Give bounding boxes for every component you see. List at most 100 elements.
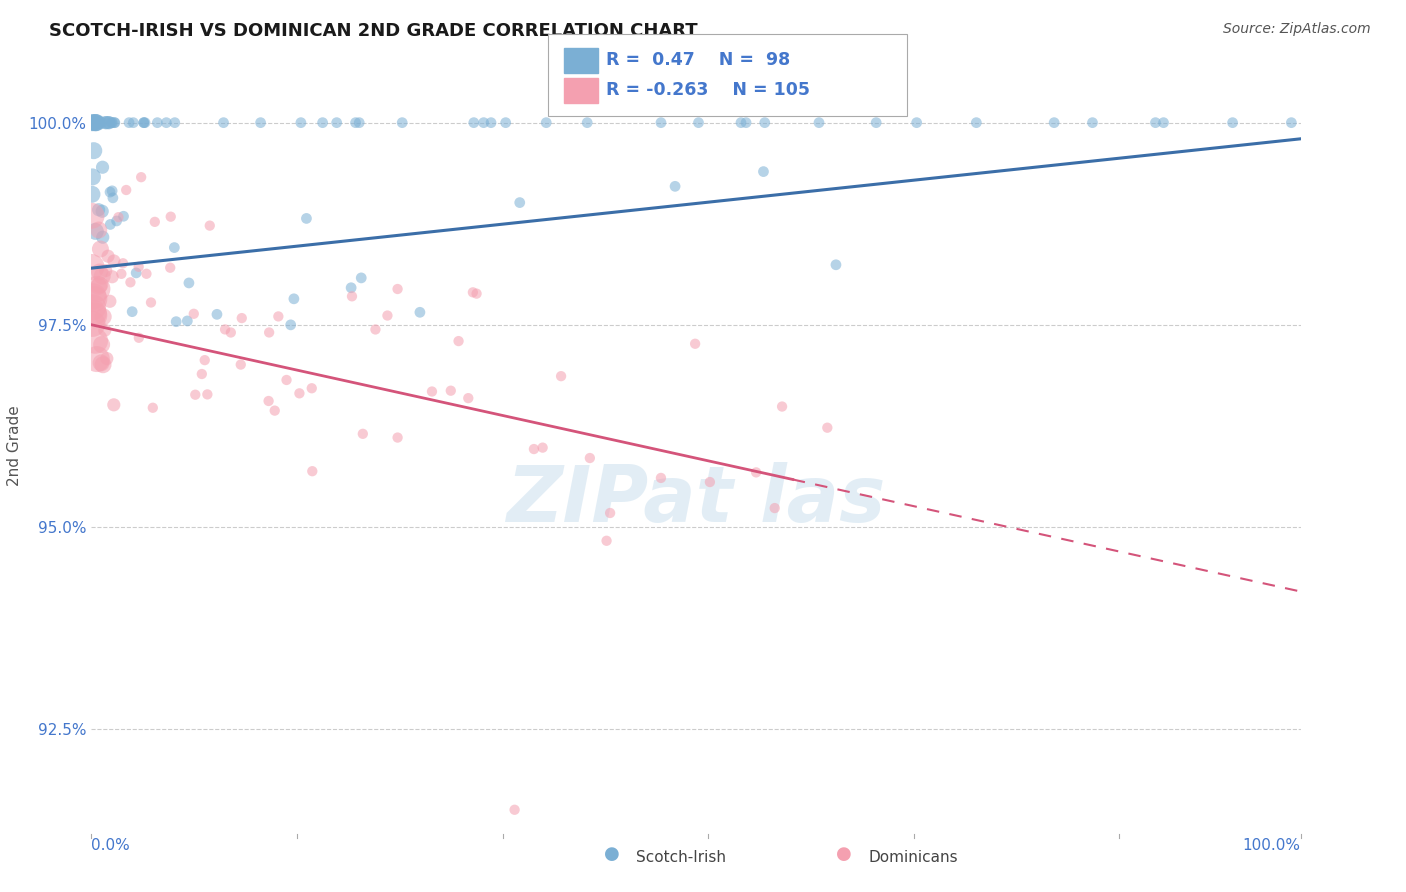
Point [219,326,242,340]
Point [83,309,105,323]
Point [295,211,318,226]
Point [214,322,236,336]
Point [177,276,200,290]
Point [103,398,125,412]
Point [121,304,143,318]
Text: R =  0.47    N =  98: R = 0.47 N = 98 [606,51,790,69]
Point [280,318,302,332]
Point [463,115,485,129]
Point [89,242,111,256]
Text: Dominicans: Dominicans [869,850,959,865]
Point [101,115,124,129]
Point [509,195,531,210]
Text: 0.0%: 0.0% [91,838,131,853]
Point [352,426,374,441]
Point [763,501,786,516]
Point [129,170,152,185]
Point [82,289,104,303]
Point [112,209,135,223]
Text: Scotch-Irish: Scotch-Irish [636,850,725,865]
Point [276,373,298,387]
Point [409,305,432,319]
Point [523,442,546,456]
Point [104,115,127,129]
Point [134,115,156,129]
Point [595,533,617,548]
Point [688,115,710,129]
Text: ZIPat las: ZIPat las [506,462,886,539]
Point [105,214,128,228]
Point [97,249,120,263]
Point [159,210,181,224]
Point [457,391,479,405]
Point [191,367,214,381]
Point [472,115,495,129]
Point [290,115,312,129]
Point [599,506,621,520]
Point [165,315,187,329]
Point [1222,115,1244,129]
Point [83,144,105,158]
Point [683,336,706,351]
Point [128,260,150,274]
Point [288,386,311,401]
Point [82,300,104,314]
Point [89,265,111,279]
Point [101,184,124,198]
Point [83,292,105,306]
Point [84,224,107,238]
Point [80,115,103,129]
Point [752,164,775,178]
Point [146,115,169,129]
Point [115,183,138,197]
Point [84,115,107,129]
Point [1279,115,1302,129]
Point [267,310,290,324]
Text: 100.0%: 100.0% [1243,838,1301,853]
Point [101,269,124,284]
Text: ●: ● [603,846,620,863]
Point [98,294,121,309]
Point [579,450,602,465]
Point [650,471,672,485]
Point [531,441,554,455]
Point [865,115,887,129]
Point [80,209,103,223]
Point [120,276,142,290]
Point [249,115,271,129]
Point [745,466,768,480]
Point [118,115,141,129]
Text: Source: ZipAtlas.com: Source: ZipAtlas.com [1223,22,1371,37]
Point [84,115,107,129]
Point [461,285,484,300]
Point [94,115,117,129]
Point [103,254,125,268]
Point [163,115,186,129]
Point [135,267,157,281]
Point [770,400,793,414]
Point [89,277,111,292]
Point [550,369,572,384]
Point [82,317,104,331]
Point [94,263,117,277]
Point [965,115,987,129]
Point [139,295,162,310]
Point [83,306,105,320]
Text: ●: ● [835,846,852,863]
Point [86,352,108,367]
Point [340,281,363,295]
Point [699,475,721,489]
Point [301,381,323,395]
Point [90,337,112,351]
Point [98,185,121,199]
Point [87,279,110,293]
Point [89,115,111,129]
Point [142,401,165,415]
Point [257,394,280,409]
Text: SCOTCH-IRISH VS DOMINICAN 2ND GRADE CORRELATION CHART: SCOTCH-IRISH VS DOMINICAN 2ND GRADE CORR… [49,22,697,40]
Point [344,115,367,129]
Point [205,307,228,321]
Point [194,353,217,368]
Point [311,115,333,129]
Point [87,202,110,217]
